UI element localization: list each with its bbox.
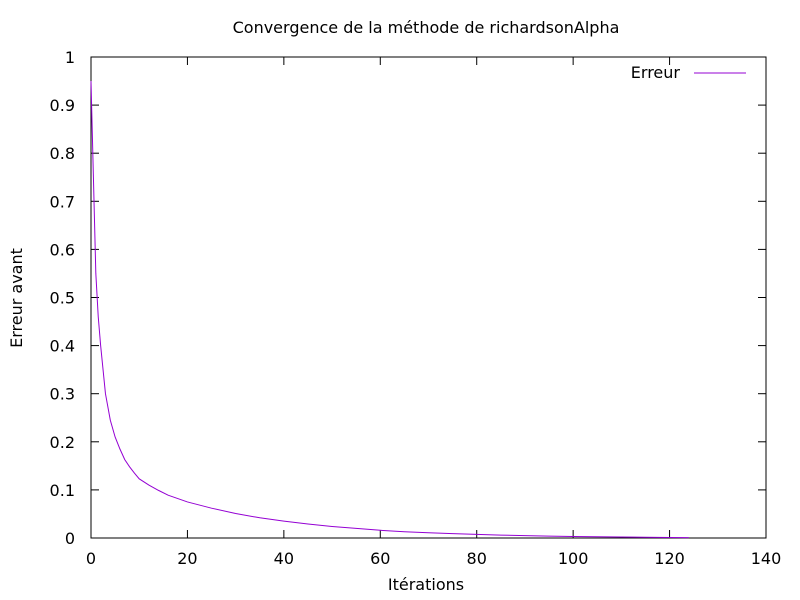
x-tick-label: 60	[370, 549, 390, 568]
y-tick-label: 0.5	[50, 289, 75, 308]
plot-frame	[90, 56, 767, 539]
y-axis-label: Erreur avant	[7, 248, 26, 348]
x-axis-label: Itérations	[388, 575, 464, 594]
axis-tick-labels: 0 20 40 60 80 100 120 140 0 0.1 0.2 0.3 0.4 0.5 0.6 0.7…	[50, 48, 782, 568]
x-tick-label: 140	[751, 549, 782, 568]
legend-label: Erreur	[631, 63, 681, 82]
chart-title: Convergence de la méthode de richardsonA…	[233, 18, 620, 37]
series-line-erreur	[90, 81, 689, 539]
x-tick-label: 120	[654, 549, 685, 568]
x-tick-label: 20	[177, 549, 197, 568]
y-tick-label: 0.8	[50, 144, 75, 163]
series-layer	[90, 81, 689, 539]
x-tick-label: 80	[467, 549, 487, 568]
y-tick-label: 0.4	[50, 337, 75, 356]
y-tick-label: 0.9	[50, 96, 75, 115]
y-tick-label: 1	[65, 48, 75, 67]
x-tick-label: 100	[558, 549, 589, 568]
y-tick-label: 0.7	[50, 192, 75, 211]
y-tick-label: 0.6	[50, 240, 75, 259]
legend: Erreur	[631, 63, 746, 82]
y-tick-label: 0.3	[50, 385, 75, 404]
y-tick-label: 0	[65, 529, 75, 548]
y-tick-label: 0.2	[50, 433, 75, 452]
x-tick-label: 40	[274, 549, 294, 568]
axis-ticks	[90, 56, 767, 539]
x-tick-label: 0	[86, 549, 96, 568]
y-tick-label: 0.1	[50, 481, 75, 500]
